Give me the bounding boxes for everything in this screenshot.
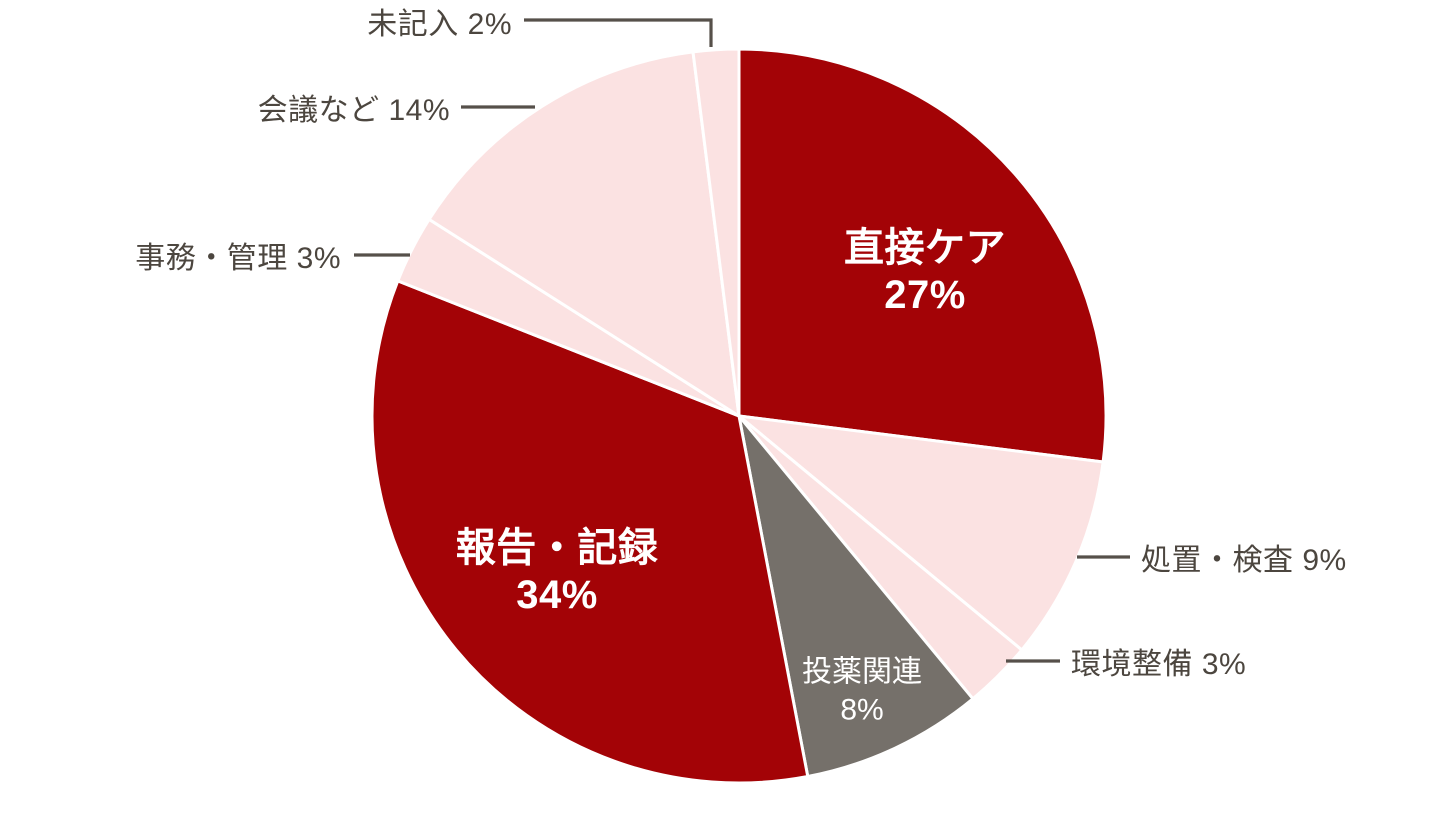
pie-slice-report-record: [370, 279, 810, 785]
pie-slice-medication: [737, 414, 975, 778]
pie-slices: [370, 47, 1108, 785]
leader-lines: [354, 18, 1130, 663]
pie-slice-direct-care: [737, 47, 1108, 464]
pie-slice-meetings: [427, 50, 741, 418]
pie-slice-treatment-exam: [737, 414, 1105, 652]
leader-line-unrecorded: [524, 18, 713, 47]
pie-slice-unrecorded: [691, 47, 741, 418]
